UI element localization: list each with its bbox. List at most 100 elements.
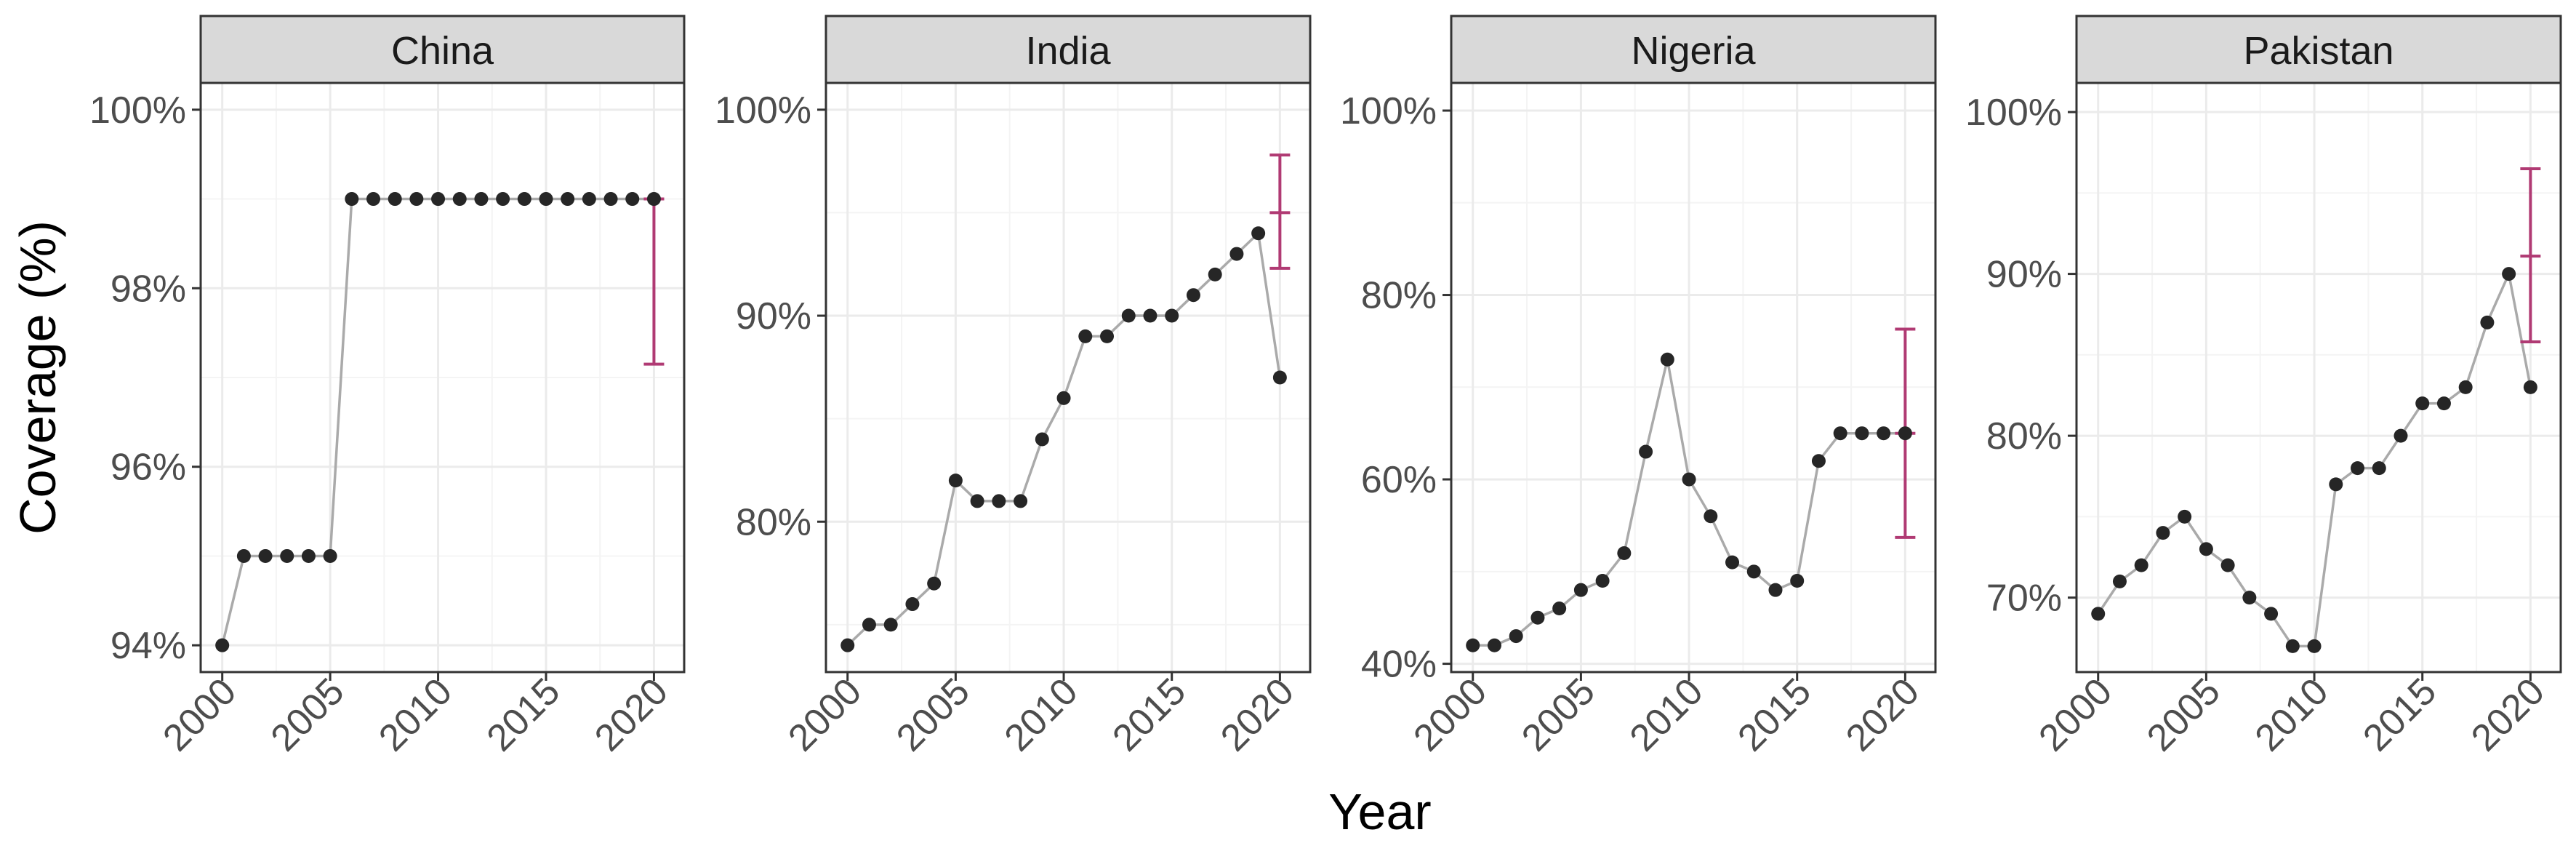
data-point (1466, 638, 1480, 652)
data-point (1143, 308, 1157, 323)
data-point (2199, 542, 2213, 556)
facet-strip (199, 15, 686, 84)
data-point (582, 192, 596, 207)
facet-title: India (1025, 29, 1111, 73)
data-point (1639, 444, 1653, 459)
data-point (2285, 639, 2300, 653)
y-tick-label: 40% (1361, 644, 1437, 686)
y-tick-label: 98% (111, 268, 186, 310)
data-point (1552, 602, 1567, 616)
data-point (1208, 267, 1222, 281)
data-point (539, 192, 553, 207)
panel-background (826, 83, 1310, 672)
data-point (1617, 546, 1632, 560)
data-point (258, 548, 273, 563)
data-point (1100, 329, 1115, 343)
data-point (474, 192, 489, 207)
data-point (1014, 494, 1028, 508)
data-point (496, 192, 510, 207)
y-tick-label: 90% (1986, 254, 2062, 296)
data-point (1272, 370, 1287, 385)
x-tick-label: 2010 (1622, 670, 1712, 759)
data-point (992, 494, 1006, 508)
y-tick-label: 80% (1361, 275, 1437, 317)
panel-background (1451, 83, 1935, 672)
data-point (2394, 428, 2408, 443)
x-tick-label: 2005 (1514, 670, 1603, 759)
data-point (625, 192, 640, 207)
x-tick-label: 2000 (155, 670, 244, 759)
facet-title: Pakistan (2243, 29, 2394, 73)
data-point (2502, 267, 2516, 281)
x-tick-label: 2005 (263, 670, 353, 759)
y-tick-label: 80% (1986, 415, 2062, 458)
data-point (1078, 329, 1093, 343)
data-point (2415, 396, 2430, 411)
data-point (840, 638, 855, 652)
data-point (1790, 574, 1805, 588)
data-point (2264, 607, 2279, 621)
data-point (1855, 426, 1869, 441)
x-tick-label: 2005 (888, 670, 978, 759)
facet-title: Nigeria (1631, 29, 1756, 73)
data-point (2091, 607, 2106, 621)
x-tick-label: 2020 (1213, 670, 1302, 759)
data-point (236, 548, 251, 563)
y-tick-label: 80% (736, 501, 811, 543)
data-point (646, 192, 661, 207)
facet-strip (824, 15, 1312, 84)
data-point (452, 192, 467, 207)
data-point (2458, 380, 2473, 394)
data-point (1704, 509, 1718, 524)
data-point (905, 597, 920, 612)
data-point (862, 618, 876, 632)
data-point (2307, 639, 2322, 653)
data-point (388, 192, 402, 207)
data-point (409, 192, 424, 207)
data-point (2329, 477, 2343, 492)
x-tick-label: 2000 (780, 670, 870, 759)
data-point (1165, 308, 1179, 323)
data-point (2436, 396, 2451, 411)
panel-background (2077, 83, 2561, 672)
data-point (2242, 591, 2257, 605)
data-point (1573, 583, 1588, 597)
data-point (2351, 461, 2365, 476)
data-point (1768, 583, 1783, 597)
y-tick-label: 94% (111, 625, 186, 667)
x-tick-label: 2015 (479, 670, 569, 759)
x-tick-label: 2005 (2139, 670, 2228, 759)
data-point (1186, 288, 1200, 303)
data-point (2156, 526, 2170, 540)
y-tick-label: 100% (89, 89, 186, 132)
data-point (2220, 558, 2235, 572)
facet-strip (2075, 15, 2562, 84)
data-point (1121, 308, 1136, 323)
data-point (1530, 610, 1545, 625)
data-point (2112, 574, 2127, 588)
data-point (323, 548, 337, 563)
x-tick-label: 2015 (1730, 670, 1819, 759)
data-point (431, 192, 446, 207)
x-tick-label: 2020 (587, 670, 676, 759)
x-tick-label: 2010 (997, 670, 1086, 759)
data-point (927, 576, 942, 591)
data-point (970, 494, 984, 508)
y-tick-label: 70% (1986, 578, 2062, 620)
x-axis-title: Year (1328, 783, 1431, 840)
data-point (561, 192, 575, 207)
data-point (1035, 432, 1049, 447)
data-point (1660, 352, 1674, 367)
x-tick-label: 2010 (2247, 670, 2337, 759)
data-point (1251, 226, 1266, 241)
data-point (345, 192, 359, 207)
facet-pakistan: Pakistan 70% 80% 90% 100% 2000 2005 2010 2015 202… (1965, 15, 2562, 759)
data-point (1509, 629, 1523, 644)
data-point (2178, 509, 2192, 524)
facet-india: India 80% 90% 100% 2000 2005 2010 2015 2020 (715, 15, 1312, 759)
data-point (1056, 391, 1071, 405)
y-tick-label: 100% (1965, 92, 2062, 134)
y-tick-label: 100% (715, 89, 811, 132)
x-tick-label: 2020 (2463, 670, 2553, 759)
